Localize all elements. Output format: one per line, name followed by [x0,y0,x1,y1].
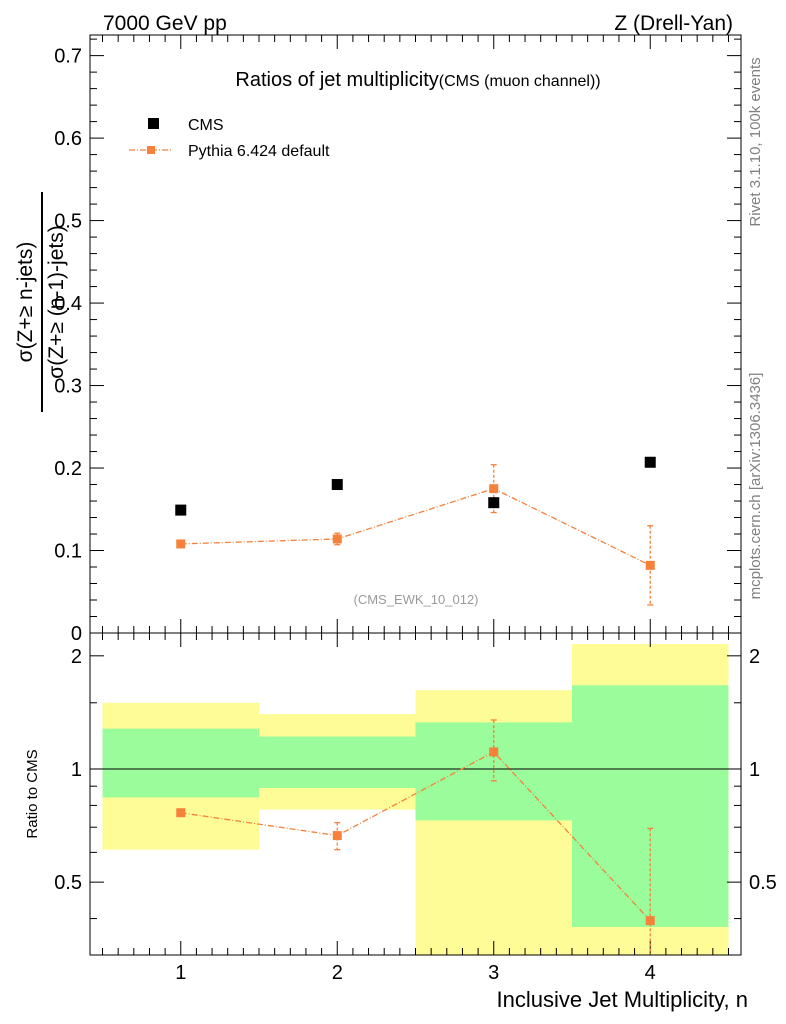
analysis-watermark: (CMS_EWK_10_012) [354,592,479,607]
plot-title-main: Ratios of jet multiplicity [235,69,438,91]
cms-point [644,456,656,468]
ratio-pythia-point [645,916,655,926]
main-y-tick-label: 0.6 [54,128,82,150]
ratio-series-group [176,719,655,955]
pythia-point [332,534,342,544]
legend-pythia-label: Pythia 6.424 default [188,143,330,160]
plot-title: Ratios of jet multiplicity(CMS (muon cha… [235,69,600,91]
ratio-y-tick-label-left: 0.5 [54,872,82,894]
ratio-pythia-point [332,831,342,841]
ratio-pythia-point [176,808,186,818]
main-y-tick-label: 0.4 [54,293,82,315]
ratio-band-inner [102,728,260,798]
main-y-tick-label: 0.7 [54,46,82,68]
main-panel: 0 0.1 0.2 0.3 0.4 0.5 0.6 0.7 [54,35,741,645]
legend-cms-marker [148,118,159,129]
ratio-pythia-point [489,747,499,757]
ratio-y-tick-label-right: 0.5 [749,872,777,894]
mcplots-label: mcplots.cern.ch [arXiv:1306.3436] [747,373,764,600]
pythia-point [176,539,186,549]
x-tick-label: 3 [488,962,499,984]
rivet-label: Rivet 3.1.10, 100k events [747,57,764,226]
legend-pythia-marker [147,146,155,154]
ratio-y-tick-label-right: 1 [749,759,760,781]
main-y-tick-label: 0.3 [54,376,82,398]
pythia-series-line [180,487,651,566]
main-y-tick-label: 0.2 [54,458,82,480]
y-label-numerator: σ(Z+≥ n-jets) [14,242,37,363]
main-y-tick-label: 0.1 [54,541,82,563]
header-right: Z (Drell-Yan) [614,12,733,35]
ratio-panel: 0.5 0.5 1 1 2 2 1 2 3 4 [54,633,777,984]
header-left: 7000 GeV pp [103,12,227,35]
ratio-y-label: Ratio to CMS [24,749,41,838]
y-label-denominator: σ(Z+≥ (n-1)-jets) [45,225,68,378]
legend: CMS Pythia 6.424 default [129,117,330,160]
ratio-y-tick-label-left: 2 [71,646,82,668]
ratio-y-tick-label-left: 1 [71,759,82,781]
ratio-band-inner [259,736,416,789]
plot-title-sub: (CMS (muon channel)) [439,73,601,90]
x-tick-label: 4 [645,962,656,984]
pythia-point [489,484,499,494]
cms-point [331,479,343,491]
main-y-tick-label: 0.5 [54,211,82,233]
y-axis-label: σ(Z+≥ n-jets) σ(Z+≥ (n-1)-jets) [14,192,68,412]
x-tick-label: 2 [332,962,343,984]
main-y-tick-label: 0 [71,623,82,645]
cms-point [488,497,500,509]
cms-point [175,504,187,516]
legend-cms-label: CMS [188,117,224,134]
ratio-pythia-line [180,751,651,922]
x-tick-label: 1 [175,962,186,984]
x-axis-label: Inclusive Jet Multiplicity, n [497,987,748,1012]
pythia-point [645,560,655,570]
ratio-panel-frame [89,632,742,956]
ratio-y-tick-label-right: 2 [749,646,760,668]
ratio-band-inner [571,685,729,927]
